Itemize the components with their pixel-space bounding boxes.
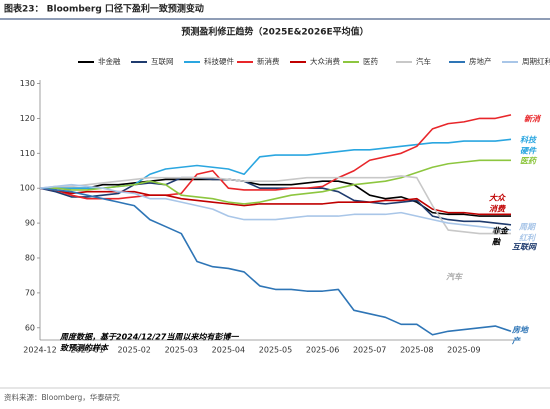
y-tick-label: 60 bbox=[25, 323, 35, 332]
x-tick-label: 2025-03 bbox=[165, 346, 198, 355]
annotation: 产 bbox=[511, 337, 521, 346]
annotation: 消费 bbox=[489, 205, 506, 214]
legend-label: 大众消费 bbox=[310, 56, 340, 66]
x-tick-label: 2024-12 bbox=[23, 346, 56, 355]
x-tick-label: 2025-01 bbox=[70, 346, 103, 355]
legend-label: 医药 bbox=[363, 56, 378, 66]
series-line bbox=[39, 176, 512, 226]
legend-label: 汽车 bbox=[416, 56, 431, 66]
legend-label: 科技硬件 bbox=[204, 56, 234, 66]
annotation: 红利 bbox=[519, 234, 537, 243]
annotation: 汽车 bbox=[446, 273, 463, 282]
annotation: 医药 bbox=[520, 157, 538, 166]
legend-label: 新消费 bbox=[257, 56, 280, 66]
y-tick-label: 110 bbox=[20, 149, 35, 158]
series-line bbox=[39, 187, 512, 336]
x-tick-label: 2025-09 bbox=[447, 346, 480, 355]
header: 图表23： Bloomberg 口径下盈利一致预测变动 bbox=[4, 3, 204, 15]
y-tick-label: 70 bbox=[25, 288, 35, 297]
annotation: 致预测的样本 bbox=[60, 344, 109, 353]
x-tick-label: 2025-06 bbox=[306, 346, 339, 355]
series-line bbox=[39, 114, 512, 200]
y-tick-label: 100 bbox=[20, 184, 35, 193]
legend-label: 非金融 bbox=[98, 56, 121, 66]
y-tick-label: 90 bbox=[25, 219, 35, 228]
x-tick-label: 2025-07 bbox=[353, 346, 386, 355]
series-line bbox=[39, 183, 512, 231]
annotation: 非金 bbox=[492, 226, 510, 236]
x-tick-label: 2025-08 bbox=[400, 346, 433, 355]
x-tick-label: 2025-04 bbox=[212, 346, 245, 355]
annotation: 硬件 bbox=[520, 147, 537, 156]
annotation: 周期 bbox=[518, 223, 537, 232]
annotation: 科技 bbox=[520, 136, 538, 145]
series-line bbox=[40, 178, 511, 217]
y-tick-label: 130 bbox=[20, 79, 35, 88]
chart-title: 预测盈利修正趋势（2025E&2026E平均值） bbox=[181, 26, 368, 38]
series-line bbox=[39, 175, 511, 235]
x-tick-label: 2025-05 bbox=[259, 346, 292, 355]
annotation: 周度数据，基于2024/12/27当周以来均有彭博一 bbox=[59, 333, 239, 342]
annotation: 新消 bbox=[524, 115, 542, 124]
legend-label: 周期红利 bbox=[522, 56, 550, 66]
annotation: 互联网 bbox=[512, 243, 538, 252]
y-tick-label: 80 bbox=[25, 253, 35, 262]
annotation: 房地 bbox=[511, 326, 529, 335]
series-line bbox=[40, 159, 511, 205]
y-tick-label: 120 bbox=[20, 114, 35, 123]
legend-label: 互联网 bbox=[151, 57, 174, 66]
source: 资料来源：Bloomberg，华泰研究 bbox=[4, 392, 120, 402]
legend-label: 房地产 bbox=[469, 56, 492, 66]
annotation: 大众 bbox=[488, 194, 507, 203]
x-tick-label: 2025-02 bbox=[117, 346, 150, 355]
annotation: 融 bbox=[492, 238, 501, 247]
